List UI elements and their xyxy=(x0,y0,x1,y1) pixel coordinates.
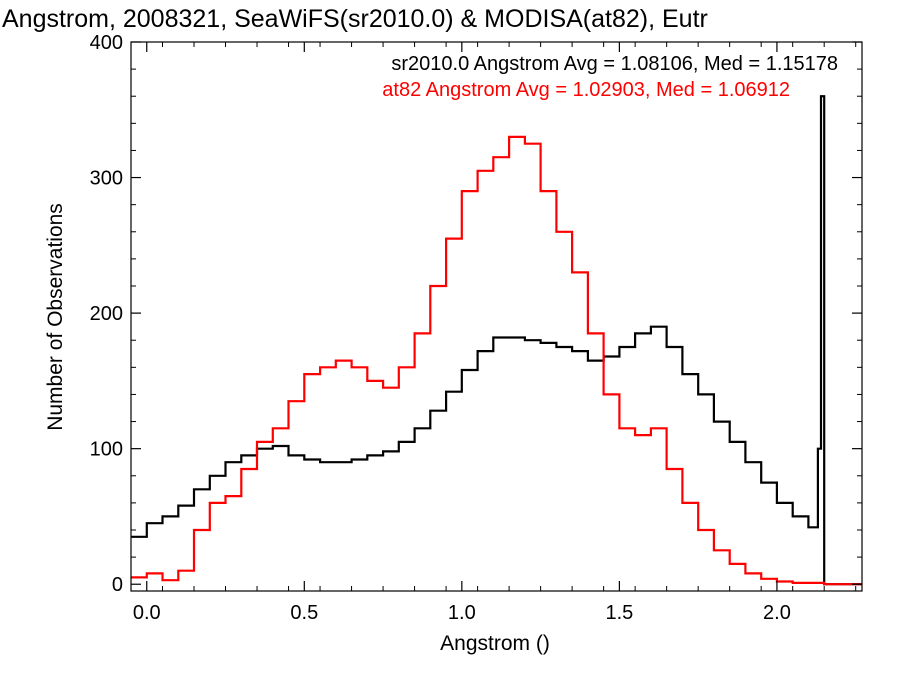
y-axis-label: Number of Observations xyxy=(44,203,67,431)
y-tick-label: 200 xyxy=(90,303,123,325)
y-tick-label: 100 xyxy=(90,439,123,461)
x-axis-label: Angstrom () xyxy=(440,632,550,655)
axis-ticks: 0.0 0.5 1.0 1.5 2.0 0 100 200 300 400 xyxy=(90,32,862,624)
x-tick-label: 0.0 xyxy=(133,602,161,624)
x-tick-label: 2.0 xyxy=(763,602,791,624)
series-line-at82 xyxy=(131,135,862,586)
y-tick-label: 0 xyxy=(112,574,123,596)
x-tick-label: 0.5 xyxy=(290,602,318,624)
plot-area xyxy=(130,41,863,592)
y-tick-label: 300 xyxy=(90,168,123,190)
series-line-sr2010.0 xyxy=(131,95,862,586)
plot-frame xyxy=(130,41,863,592)
x-tick-label: 1.0 xyxy=(448,602,476,624)
at82-stats-annotation: at82 Angstrom Avg = 1.02903, Med = 1.069… xyxy=(382,79,790,101)
y-tick-label: 400 xyxy=(90,32,123,54)
chart-title: Angstrom, 2008321, SeaWiFS(sr2010.0) & M… xyxy=(2,5,708,33)
x-tick-label: 1.5 xyxy=(605,602,633,624)
sr2010-stats-annotation: sr2010.0 Angstrom Avg = 1.08106, Med = 1… xyxy=(391,53,838,75)
